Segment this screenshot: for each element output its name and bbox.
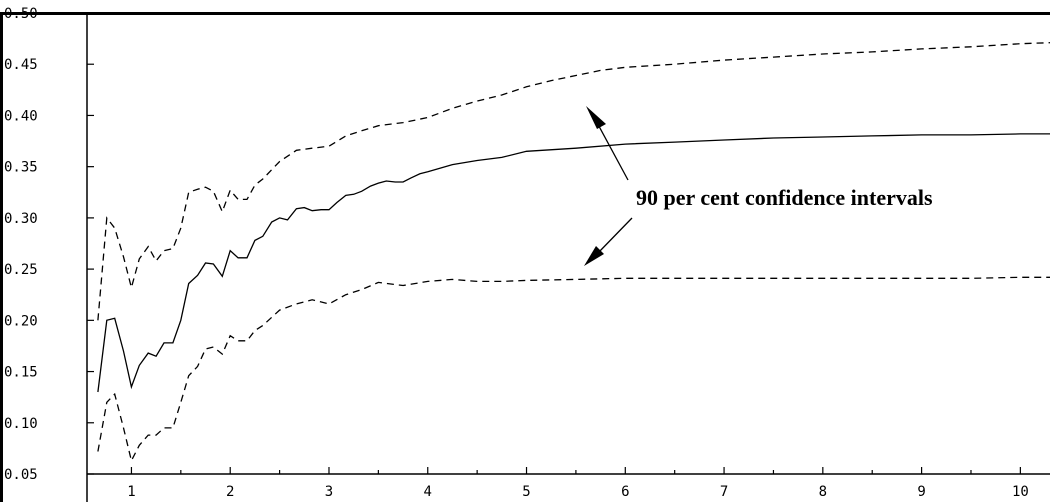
y-tick-label: 0.20 [4,313,38,329]
annotation-arrowhead-lower [584,246,604,266]
series-line-lower-bound [97,276,1050,463]
series-line-central-estimate [97,133,1050,393]
x-tick-label: 4 [424,484,432,500]
annotation-arrowhead-upper [586,106,606,129]
y-tick-label: 0.15 [4,365,38,381]
x-tick-label: 1 [127,484,135,500]
y-tick-label: 0.10 [4,416,38,432]
annotation-arrow-lower [597,217,633,254]
frame-left-border [0,12,3,502]
x-tick-label: 7 [720,484,728,500]
y-tick-label: 0.40 [4,108,38,124]
frame-top-border [0,12,1050,15]
y-tick-label: 0.30 [4,211,38,227]
y-tick-label: 0.45 [4,57,38,73]
annotation-text: 90 per cent confidence intervals [636,185,933,210]
x-tick-label: 3 [325,484,333,500]
y-tick-label: 0.05 [4,467,38,483]
series-line-upper-bound [97,42,1050,321]
y-tick-label: 0.25 [4,262,38,278]
x-tick-label: 2 [226,484,234,500]
x-tick-label: 9 [917,484,925,500]
x-tick-label: 10 [1012,484,1029,500]
x-tick-label: 8 [819,484,827,500]
x-tick-label: 6 [621,484,629,500]
y-tick-label: 0.50 [4,6,38,22]
y-tick-label: 0.35 [4,160,38,176]
x-tick-label: 5 [522,484,530,500]
